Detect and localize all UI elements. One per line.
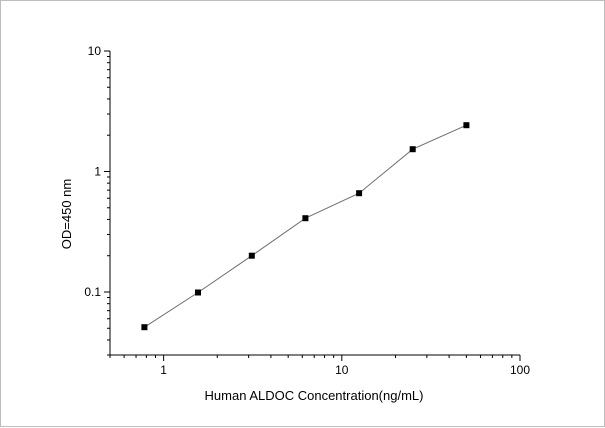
data-point-marker	[409, 146, 416, 153]
y-tick-label: 0.1	[84, 285, 101, 299]
data-point-marker	[463, 122, 470, 129]
axes: 1 10 100 0.1 1 10	[84, 44, 530, 377]
x-tick-label: 10	[335, 363, 349, 377]
data-point-marker	[195, 289, 201, 296]
data-point-marker	[141, 324, 148, 331]
y-axis-title: OD=450 nm	[59, 179, 74, 249]
x-axis-title: Human ALDOC Concentration(ng/mL)	[205, 388, 424, 403]
series-line	[144, 124, 467, 328]
y-tick-label: 1	[94, 164, 101, 178]
data-point-marker	[302, 215, 309, 222]
data-point-marker	[356, 190, 363, 197]
series-line-group	[144, 124, 467, 328]
data-point-marker	[248, 252, 255, 259]
series-points-group	[141, 122, 470, 331]
labels: Human ALDOC Concentration(ng/mL) OD=450 …	[59, 179, 423, 403]
x-tick-label: 1	[160, 363, 167, 377]
x-tick-label: 100	[510, 363, 530, 377]
y-tick-label: 10	[88, 44, 102, 58]
